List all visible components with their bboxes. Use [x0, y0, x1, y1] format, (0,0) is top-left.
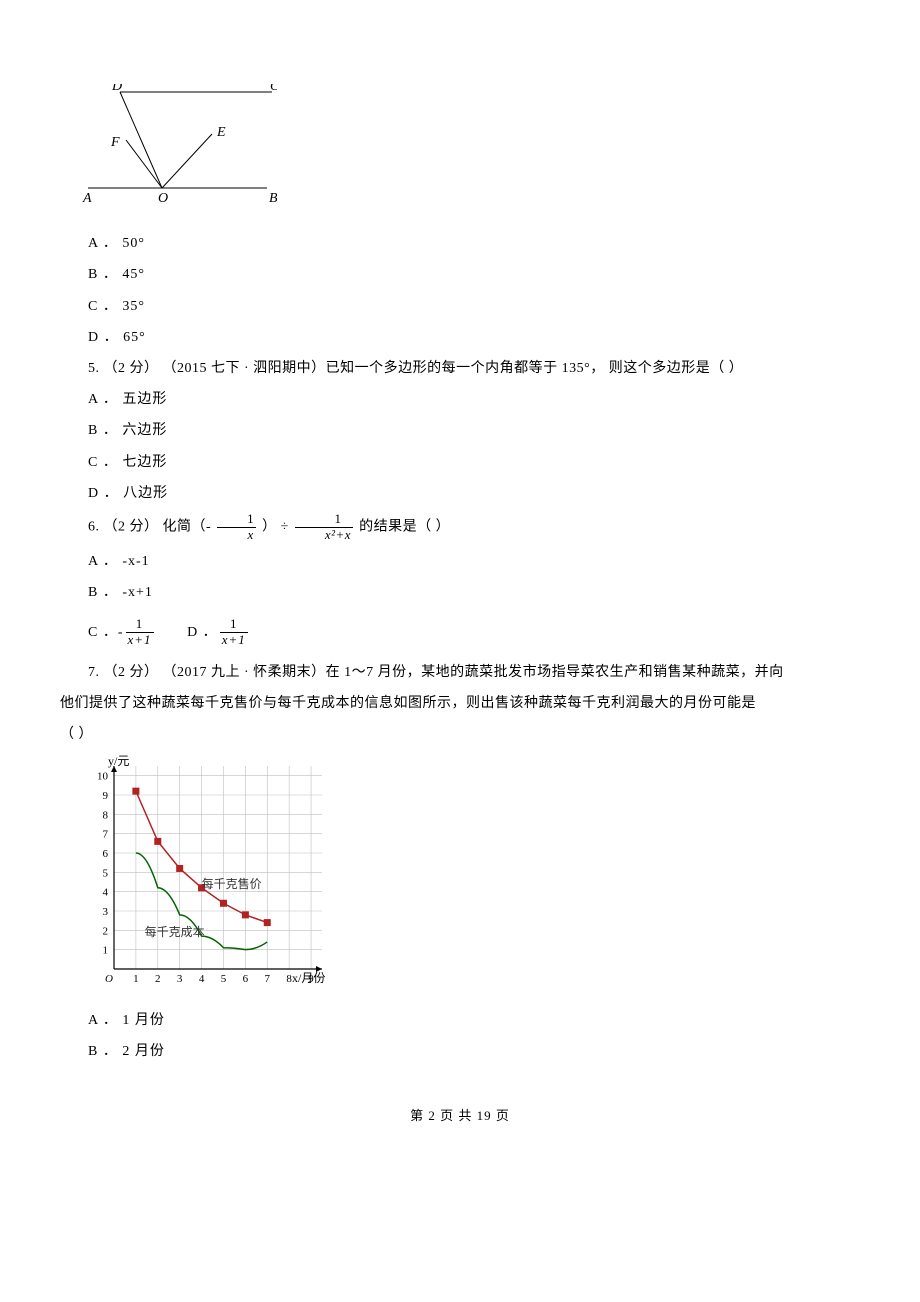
- q5-text: 5. （2 分） （2015 七下 · 泗阳期中）已知一个多边形的每一个内角都等…: [60, 356, 860, 381]
- q4-option-d: D ． 65°: [88, 325, 860, 350]
- q6-option-a: A ． ‑x‑1: [88, 549, 860, 574]
- svg-text:4: 4: [199, 973, 205, 985]
- q6-c-frac-den: x+1: [126, 633, 154, 648]
- svg-text:6: 6: [243, 973, 249, 985]
- geometry-svg: A B O D C F E: [82, 84, 277, 212]
- q6-frac1: 1 x: [217, 512, 256, 543]
- svg-text:6: 6: [103, 848, 109, 860]
- svg-text:1: 1: [133, 973, 139, 985]
- q7-text2: 他们提供了这种蔬菜每千克售价与每千克成本的信息如图所示，则出售该种蔬菜每千克利润…: [60, 691, 860, 716]
- svg-text:3: 3: [103, 906, 109, 918]
- svg-text:F: F: [110, 135, 120, 150]
- svg-text:3: 3: [177, 973, 183, 985]
- q6-c-prefix: -: [118, 620, 124, 645]
- q4-options: A ． 50° B ． 45° C ． 35° D ． 65°: [60, 231, 860, 350]
- svg-text:E: E: [216, 125, 226, 140]
- svg-text:2: 2: [155, 973, 161, 985]
- q5-option-d: D ． 八边形: [88, 481, 860, 506]
- svg-text:每千克成本: 每千克成本: [145, 924, 205, 939]
- footer-text: 第 2 页 共 19 页: [410, 1108, 510, 1123]
- svg-text:4: 4: [103, 886, 109, 898]
- cost-price-chart-svg: 12345678912345678910Oy/元x/月份每千克售价每千克成本: [82, 754, 327, 989]
- svg-text:1: 1: [103, 944, 109, 956]
- q7-option-b: B ． 2 月份: [88, 1039, 860, 1064]
- q4-d-value: 65°: [123, 330, 146, 345]
- q6-frac1-num: 1: [217, 512, 256, 528]
- q6-options: A ． ‑x‑1 B ． ‑x+1 C ． - 1 x+1 D ． 1 x+1: [60, 549, 860, 654]
- q6-frac2-num: 1: [295, 512, 353, 528]
- q4-b-value: 45°: [122, 267, 145, 282]
- q7-option-a: A ． 1 月份: [88, 1008, 860, 1033]
- q7-line2: 他们提供了这种蔬菜每千克售价与每千克成本的信息如图所示，则出售该种蔬菜每千克利润…: [60, 696, 756, 711]
- svg-text:A: A: [82, 191, 92, 206]
- svg-text:x/月份: x/月份: [292, 971, 325, 985]
- q6-d-frac-den: x+1: [220, 633, 248, 648]
- q5-a-value: 五边形: [122, 392, 167, 407]
- q6-mid1: ） ÷: [262, 520, 293, 535]
- svg-text:7: 7: [265, 973, 271, 985]
- q6-frac1-den: x: [217, 528, 256, 543]
- q6-suffix: 的结果是（ ）: [359, 520, 450, 535]
- q4-c-value: 35°: [122, 299, 145, 314]
- q7-line3: （ ）: [60, 727, 93, 742]
- svg-text:B: B: [269, 191, 277, 206]
- page-footer: 第 2 页 共 19 页: [60, 1104, 860, 1127]
- svg-text:y/元: y/元: [108, 754, 129, 768]
- svg-text:D: D: [111, 84, 122, 94]
- q7-text3: （ ）: [60, 722, 860, 747]
- q5-d-value: 八边形: [123, 486, 168, 501]
- q5-option-a: A ． 五边形: [88, 387, 860, 412]
- svg-text:7: 7: [103, 828, 109, 840]
- svg-text:8: 8: [103, 809, 109, 821]
- q4-a-value: 50°: [122, 236, 145, 251]
- q6-b-value: ‑x+1: [122, 585, 153, 600]
- q6-option-c: C ． - 1 x+1: [88, 617, 156, 648]
- q7-b-value: 2 月份: [122, 1044, 165, 1059]
- q7-line1: 7. （2 分） （2017 九上 · 怀柔期末）在 1～7 月份，某地的蔬菜批…: [88, 665, 784, 680]
- svg-text:10: 10: [97, 770, 109, 782]
- q6-c-frac: 1 x+1: [126, 617, 154, 648]
- svg-text:C: C: [270, 84, 277, 94]
- q7-options: A ． 1 月份 B ． 2 月份: [60, 1008, 860, 1064]
- q5-prefix: 5. （2 分） （2015 七下 · 泗阳期中）已知一个多边形的每一个内角都等…: [88, 361, 743, 376]
- q5-option-c: C ． 七边形: [88, 450, 860, 475]
- q7-chart-figure: 12345678912345678910Oy/元x/月份每千克售价每千克成本: [82, 754, 860, 998]
- svg-text:O: O: [158, 191, 168, 206]
- q6-d-frac: 1 x+1: [220, 617, 248, 648]
- q6-option-d: D ． 1 x+1: [187, 617, 250, 648]
- q6-option-b: B ． ‑x+1: [88, 580, 860, 605]
- q5-option-b: B ． 六边形: [88, 418, 860, 443]
- q7-text1: 7. （2 分） （2017 九上 · 怀柔期末）在 1～7 月份，某地的蔬菜批…: [60, 660, 860, 685]
- q6-d-frac-num: 1: [220, 617, 248, 633]
- q4-option-a: A ． 50°: [88, 231, 860, 256]
- q7-a-value: 1 月份: [122, 1013, 165, 1028]
- svg-text:5: 5: [221, 973, 227, 985]
- q6-frac2-den: x²+x: [295, 528, 353, 543]
- q6-a-value: ‑x‑1: [122, 554, 149, 569]
- q5-options: A ． 五边形 B ． 六边形 C ． 七边形 D ． 八边形: [60, 387, 860, 506]
- svg-text:O: O: [105, 973, 113, 985]
- q4-option-c: C ． 35°: [88, 294, 860, 319]
- q5-b-value: 六边形: [122, 423, 167, 438]
- q5-c-value: 七边形: [122, 455, 167, 470]
- q6-text: 6. （2 分） 化简（- 1 x ） ÷ 1 x²+x 的结果是（ ）: [60, 512, 860, 543]
- q4-geometry-figure: A B O D C F E: [82, 84, 860, 221]
- svg-text:2: 2: [103, 925, 109, 937]
- q4-option-b: B ． 45°: [88, 262, 860, 287]
- q6-prefix: 6. （2 分） 化简（-: [88, 520, 211, 535]
- svg-text:9: 9: [103, 790, 109, 802]
- svg-text:5: 5: [103, 867, 109, 879]
- svg-text:每千克售价: 每千克售价: [202, 875, 262, 890]
- q6-c-frac-num: 1: [126, 617, 154, 633]
- q6-frac2: 1 x²+x: [295, 512, 353, 543]
